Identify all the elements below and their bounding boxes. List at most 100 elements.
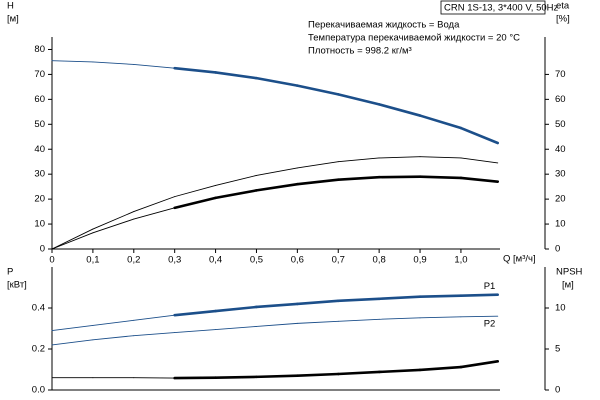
- x-tick-label: 0,1: [86, 255, 99, 266]
- x-tick-label: 0,3: [168, 255, 181, 266]
- curve-segment: [296, 372, 340, 377]
- y-tick-label: 20: [34, 194, 45, 205]
- annotation: Температура перекачиваемой жидкости = 20…: [308, 33, 520, 44]
- series-label: P2: [484, 319, 496, 330]
- curve-segment: [51, 232, 94, 250]
- y2-tick-label: 0: [555, 244, 560, 255]
- curve-segment: [378, 156, 421, 159]
- title-box: [440, 0, 546, 15]
- x-tick-label: 0,4: [209, 255, 222, 266]
- curve-segment: [92, 61, 135, 65]
- curve-segment: [215, 174, 257, 186]
- y2-tick-label: 50: [555, 119, 566, 130]
- curve-segment: [255, 182, 299, 192]
- y-tick-label: 60: [34, 94, 45, 105]
- x-tick-label: 0,5: [250, 255, 263, 266]
- curve-segment: [336, 370, 381, 376]
- y2-label: eta: [556, 1, 570, 12]
- y2-tick-label: 5: [555, 344, 560, 355]
- curve-segment: [459, 176, 500, 183]
- curve-segment: [418, 114, 463, 130]
- curve-segment: [419, 316, 462, 319]
- curve-segment: [255, 76, 299, 87]
- curve-segment: [255, 374, 299, 379]
- curve-segment: [418, 294, 463, 299]
- curve-segment: [173, 66, 217, 74]
- curve-segment: [296, 84, 340, 96]
- y2-tick-label: 0: [555, 385, 560, 396]
- curve-segment: [296, 178, 340, 186]
- curve-segment: [256, 322, 298, 327]
- curve-segment: [133, 314, 176, 321]
- y-unit: [м]: [7, 14, 19, 25]
- y-tick-label: 30: [34, 169, 45, 180]
- curve-segment: [92, 335, 135, 341]
- curve-segment: [173, 196, 217, 210]
- curve-segment: [336, 297, 381, 303]
- x-tick-label: 0,2: [127, 255, 140, 266]
- curve-segment: [255, 302, 299, 309]
- y-label: P: [7, 267, 13, 278]
- y-tick-label: 0.2: [32, 344, 45, 355]
- y2-unit: [%]: [556, 14, 570, 25]
- y2-tick-label: 40: [555, 144, 566, 155]
- curve-segment: [133, 207, 176, 220]
- curve-segment: [92, 211, 135, 230]
- y-tick-label: 0: [40, 244, 45, 255]
- curve-segment: [336, 175, 381, 181]
- curve-segment: [377, 368, 422, 374]
- curve-segment: [337, 157, 380, 163]
- curve-segment: [51, 60, 94, 63]
- y-tick-label: 50: [34, 119, 45, 130]
- x-label: Q [м³/ч]: [503, 254, 536, 265]
- y2-tick-label: 10: [555, 303, 566, 314]
- curve-segment: [92, 319, 135, 326]
- curve-segment: [215, 326, 257, 330]
- curve-segment: [51, 324, 94, 331]
- curve-segment: [418, 175, 463, 180]
- curve-segment: [459, 293, 500, 298]
- curve-segment: [296, 161, 339, 169]
- curve-segment: [214, 71, 258, 80]
- y2-unit: [м]: [562, 280, 574, 291]
- y-label: H: [7, 1, 14, 12]
- x-tick-label: 0,7: [332, 255, 345, 266]
- curve-segment: [256, 167, 298, 176]
- curve-segment: [214, 375, 258, 380]
- x-tick-label: 0: [49, 255, 54, 266]
- y2-tick-label: 20: [555, 194, 566, 205]
- x-tick-label: 0,9: [413, 255, 426, 266]
- curve-segment: [377, 103, 422, 117]
- curve-segment: [214, 305, 258, 313]
- curve-segment: [296, 299, 340, 306]
- y2-tick-label: 70: [555, 69, 566, 80]
- y-tick-label: 0.4: [32, 303, 45, 314]
- curve-segment: [133, 332, 176, 337]
- curve-segment: [419, 156, 462, 159]
- curve-segment: [378, 317, 421, 320]
- curve-segment: [459, 359, 500, 369]
- y-tick-label: 10: [34, 219, 45, 230]
- curve-segment: [337, 318, 380, 322]
- annotation: Плотность = 998.2 кг/м³: [308, 46, 412, 57]
- annotation: Перекачиваемая жидкость = Вода: [308, 20, 460, 31]
- y-tick-label: 0.0: [32, 385, 45, 396]
- curve-segment: [133, 63, 176, 69]
- y2-label: NPSH: [556, 267, 583, 278]
- x-tick-label: 0,8: [373, 255, 386, 266]
- curve-segment: [92, 218, 135, 234]
- y2-tick-label: 60: [555, 94, 566, 105]
- curve-segment: [173, 309, 217, 317]
- curve-segment: [214, 189, 258, 200]
- x-tick-label: 0,6: [291, 255, 304, 266]
- y-tick-label: 70: [34, 69, 45, 80]
- x-tick-label: 1,0: [454, 255, 467, 266]
- y-tick-label: 80: [34, 44, 45, 55]
- chart-title: CRN 1S-13, 3*400 V, 50Hz: [444, 3, 558, 14]
- curve-segment: [336, 93, 381, 106]
- y2-tick-label: 30: [555, 169, 566, 180]
- curve-segment: [296, 320, 339, 324]
- curve-segment: [51, 228, 94, 250]
- curve-segment: [174, 329, 217, 334]
